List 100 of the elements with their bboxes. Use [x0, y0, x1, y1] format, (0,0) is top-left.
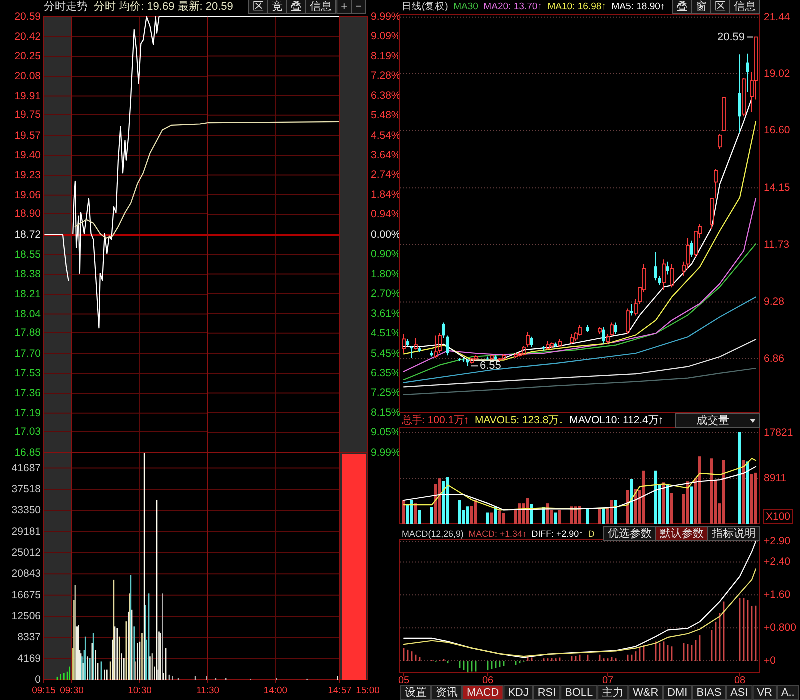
y-tick-label: 17.53	[14, 368, 42, 380]
y-tick-label: 29181	[12, 526, 42, 538]
annotation: 默认参数	[659, 527, 704, 540]
x-tick-label: 14:00	[264, 686, 288, 696]
text: 叠	[677, 1, 688, 13]
text: MACD	[467, 687, 500, 699]
annotation: 指标说明	[711, 528, 756, 540]
y-tick-label: 6.86	[764, 352, 785, 365]
y-tick-label: 25012	[12, 546, 42, 559]
y2-tick-label: 1.80%	[371, 268, 401, 280]
text: 区	[253, 1, 264, 13]
y2-tick-label: 8.15%	[371, 406, 401, 419]
y-tick-label: 4169	[18, 652, 42, 665]
y-tick-label: 37518	[12, 483, 42, 496]
y-tick-label: 20.42	[14, 30, 42, 43]
y-tick-label: 18.21	[14, 288, 42, 300]
y-tick-label: 20.25	[14, 50, 42, 63]
x-tick-label: 11:30	[196, 686, 220, 696]
y2-tick-label: 4.51%	[371, 327, 401, 340]
y-tick-label: 17821	[764, 427, 794, 439]
y-tick-label: 16.60	[764, 124, 790, 137]
y2-tick-label: 2.70%	[371, 288, 401, 300]
annotation: 20.59	[717, 31, 745, 44]
x-tick-label: 07	[602, 676, 614, 686]
y2-tick-label: 4.54%	[371, 130, 401, 142]
y-tick-label: 8911	[764, 472, 787, 484]
chart-title: 分时走势	[44, 0, 88, 13]
text: 设置	[405, 687, 427, 699]
text: MA10: 16.98↑	[548, 2, 607, 12]
y-tick-label: 33350	[12, 504, 42, 517]
y-tick-label: 18.38	[14, 268, 42, 281]
text: BOLL	[565, 687, 594, 699]
y-tick-label: 11.73	[764, 238, 790, 251]
y-tick-label: +0.800	[764, 622, 797, 634]
text: −	[356, 1, 362, 13]
x-tick-label: 08	[734, 676, 746, 686]
text: 信息	[310, 0, 332, 13]
y-tick-label: 16675	[12, 589, 42, 602]
y-tick-label: 9.28	[764, 296, 785, 308]
y-tick-label: 18.04	[14, 308, 42, 320]
text: 信息	[734, 0, 756, 13]
text: 区	[715, 1, 726, 13]
text: 资讯	[436, 687, 458, 699]
y2-tick-label: 3.61%	[371, 308, 401, 320]
text: 叠	[291, 1, 302, 13]
y-tick-label: +2.40	[764, 556, 791, 568]
text: MAVOL5: 123.8万↓	[474, 416, 564, 426]
y2-tick-label: 8.19%	[371, 50, 401, 62]
text: RSI	[538, 687, 556, 699]
y-tick-label: 41687	[12, 462, 42, 474]
y2-tick-label: 1.84%	[371, 188, 401, 201]
y-tick-label: 17.70	[14, 348, 42, 360]
text: D	[588, 529, 595, 539]
y-tick-label: 21.44	[764, 11, 790, 24]
y-tick-label: 14.15	[764, 182, 790, 194]
y2-tick-label: 7.28%	[371, 70, 401, 82]
y-tick-label: 17.88	[14, 326, 42, 339]
text: 主力	[602, 686, 624, 699]
y-tick-label: 19.23	[14, 170, 42, 182]
y2-tick-label: 5.48%	[371, 109, 401, 122]
y-tick-label: 17.03	[14, 426, 42, 438]
text: MA30	[454, 2, 478, 12]
text: 窗	[696, 0, 707, 13]
text: +	[341, 1, 348, 13]
chart-title: 日线(复权)	[402, 0, 448, 12]
y2-tick-label: 6.38%	[371, 90, 401, 102]
y-tick-label: 19.40	[14, 150, 42, 162]
text: ASI	[730, 687, 748, 699]
annotation: 6.55	[480, 360, 502, 372]
y-tick-label: 19.06	[14, 189, 42, 202]
text: DIFF: +2.90↑	[532, 529, 584, 539]
text: BIAS	[696, 687, 722, 699]
y2-tick-label: 9.05%	[371, 426, 401, 438]
y-axis-title: X100	[766, 511, 791, 523]
y-tick-label: 20.08	[14, 70, 42, 82]
y-tick-label: 20843	[12, 568, 42, 580]
y-tick-label: 20.59	[14, 11, 42, 23]
text: W&R	[633, 687, 659, 699]
text: MAVOL10: 112.4万↑	[570, 416, 664, 426]
y-tick-label: +2.90	[764, 536, 791, 548]
y-tick-label: 19.91	[14, 90, 42, 102]
annotation: 优选参数	[608, 527, 652, 540]
text: MA5: 18.90↑	[612, 2, 666, 12]
y-tick-label: 19.02	[764, 68, 790, 80]
chart-title: 总手: 100.1万↑	[401, 414, 470, 426]
y2-tick-label: 2.74%	[371, 169, 401, 182]
y-tick-label: 12506	[12, 610, 42, 622]
chart-title: MACD(12,26,9)	[402, 529, 464, 539]
x-tick-label: 09:15	[32, 686, 56, 696]
text: MACD: +1.34↑	[468, 529, 527, 539]
text: 15:00	[356, 686, 380, 696]
chart-subtitle: 分时 均价: 19.69 最新: 20.59	[94, 0, 234, 13]
y-tick-label: 18.90	[14, 208, 42, 220]
y2-tick-label: 0.00%	[371, 229, 401, 241]
text: MA20: 13.70↑	[484, 2, 542, 12]
y-tick-label: 19.75	[14, 108, 42, 121]
y-tick-label: +0	[764, 655, 776, 668]
y2-tick-label: 3.64%	[371, 150, 401, 162]
text: DMI	[668, 687, 688, 699]
text: 竞	[272, 0, 283, 13]
